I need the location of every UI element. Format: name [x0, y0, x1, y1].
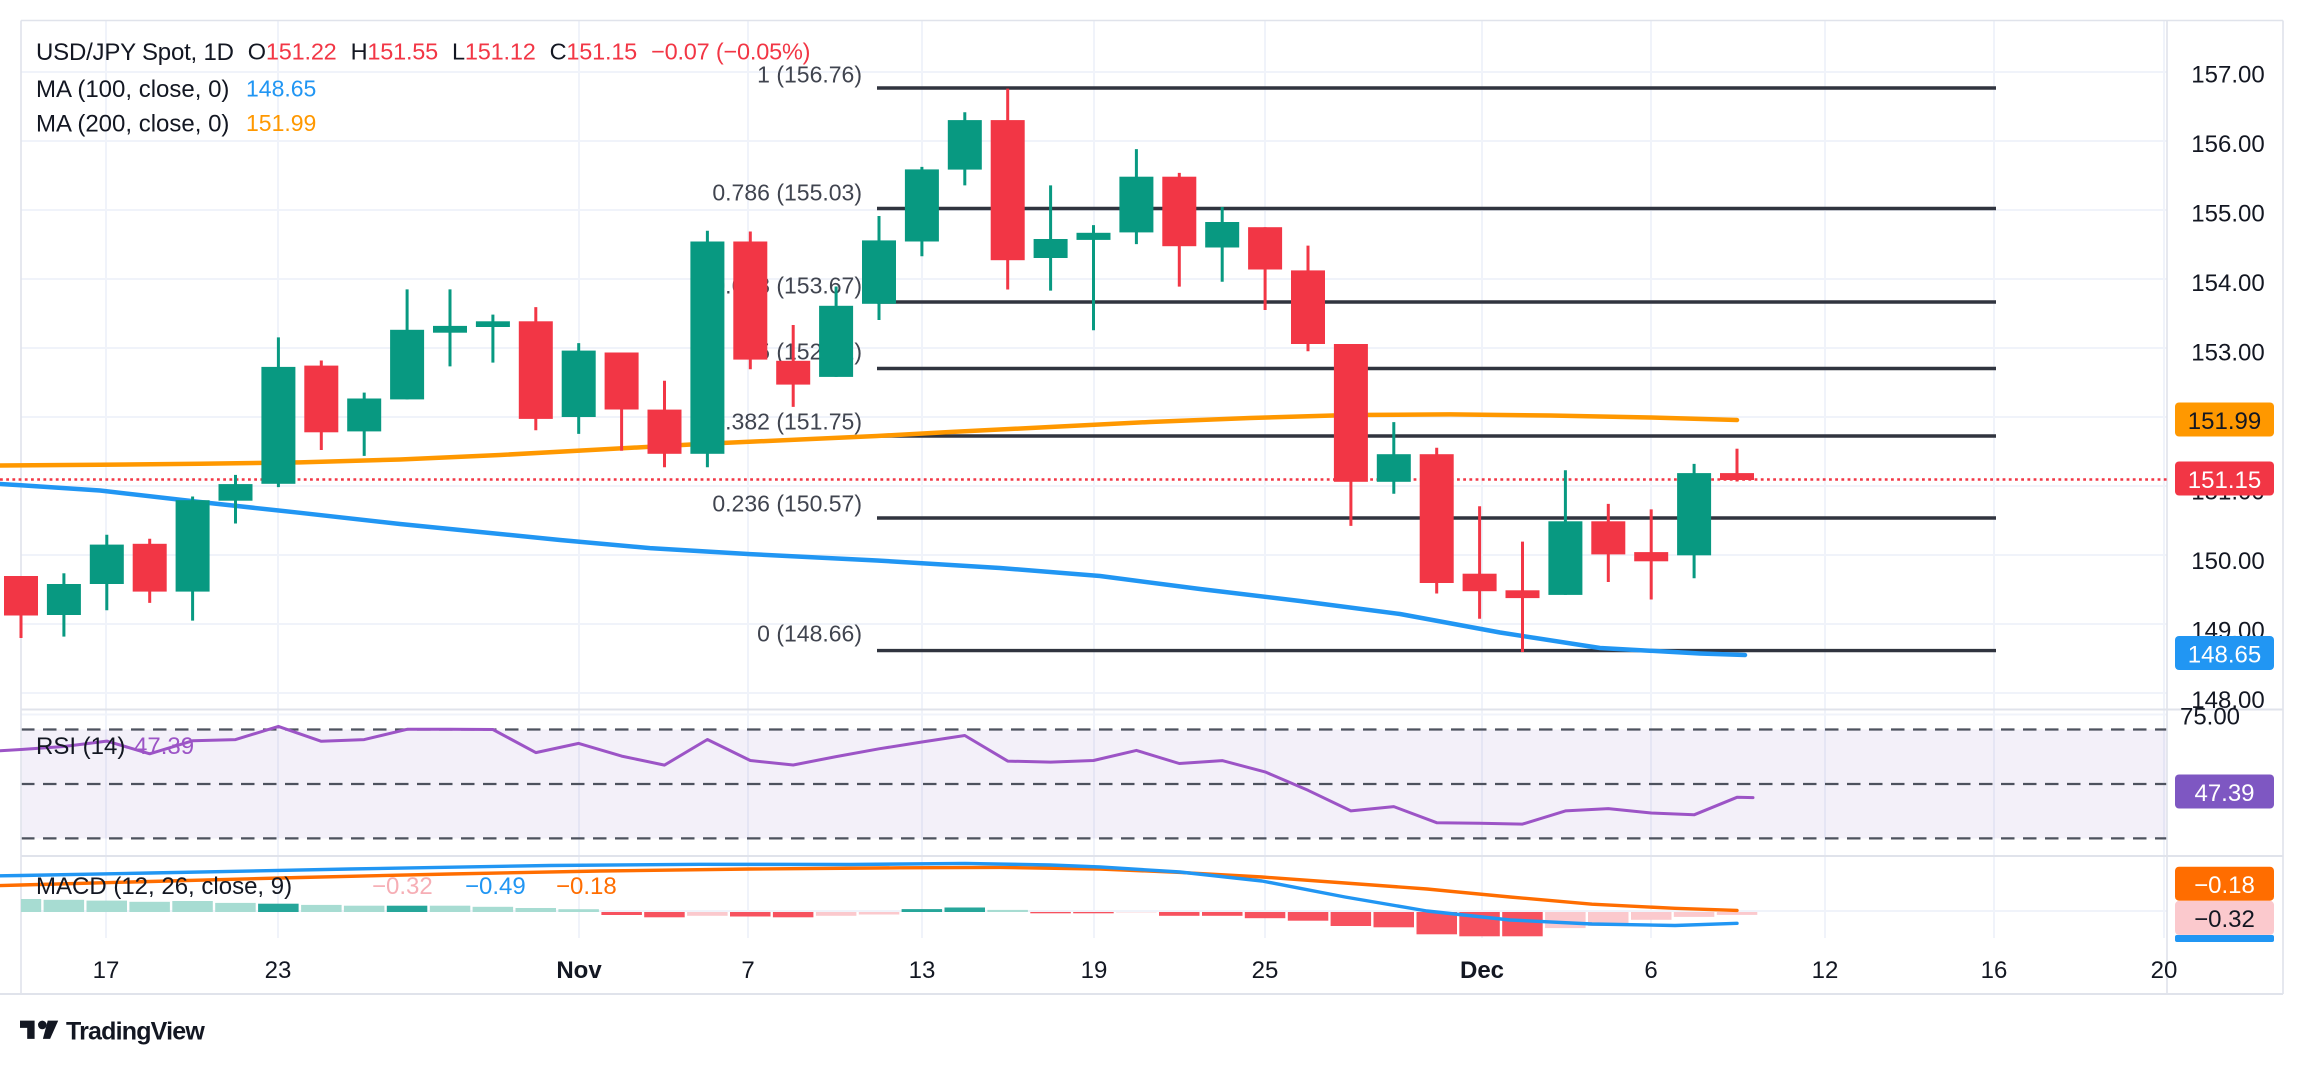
svg-text:75.00: 75.00: [2180, 703, 2240, 730]
svg-text:155.00: 155.00: [2191, 200, 2264, 227]
svg-text:151.99: 151.99: [246, 110, 316, 136]
svg-text:RSI (14): RSI (14): [36, 733, 125, 760]
svg-text:153.00: 153.00: [2191, 339, 2264, 366]
svg-text:16: 16: [1981, 957, 2008, 984]
svg-text:0.236 (150.57): 0.236 (150.57): [712, 491, 862, 517]
svg-text:12: 12: [1812, 957, 1839, 984]
svg-text:25: 25: [1252, 957, 1279, 984]
svg-text:TradingView: TradingView: [66, 1018, 205, 1046]
svg-text:47.39: 47.39: [2194, 780, 2254, 807]
svg-text:1 (156.76): 1 (156.76): [757, 62, 862, 88]
svg-text:150.00: 150.00: [2191, 548, 2264, 575]
svg-text:−0.18: −0.18: [556, 873, 617, 900]
svg-text:0.382 (151.75): 0.382 (151.75): [712, 409, 862, 435]
svg-text:13: 13: [909, 957, 936, 984]
svg-text:17: 17: [93, 957, 120, 984]
svg-text:−0.32: −0.32: [2194, 906, 2255, 933]
svg-text:151.15: 151.15: [2188, 467, 2261, 494]
svg-text:Dec: Dec: [1460, 957, 1504, 984]
svg-text:157.00: 157.00: [2191, 61, 2264, 88]
svg-text:20: 20: [2151, 957, 2178, 984]
svg-text:19: 19: [1081, 957, 1108, 984]
svg-text:MA (200, close, 0): MA (200, close, 0): [36, 110, 229, 137]
svg-text:−0.49: −0.49: [465, 873, 526, 900]
svg-text:156.00: 156.00: [2191, 131, 2264, 158]
svg-text:MACD (12, 26, close, 9): MACD (12, 26, close, 9): [36, 873, 292, 900]
svg-text:Nov: Nov: [556, 957, 602, 984]
svg-text:0 (148.66): 0 (148.66): [757, 621, 862, 647]
svg-text:0.786 (155.03): 0.786 (155.03): [712, 180, 862, 206]
svg-text:154.00: 154.00: [2191, 270, 2264, 297]
svg-text:148.65: 148.65: [2188, 641, 2261, 668]
svg-text:−0.32: −0.32: [372, 873, 433, 900]
svg-text:148.65: 148.65: [246, 76, 316, 102]
svg-text:47.39: 47.39: [134, 733, 194, 760]
svg-text:−0.18: −0.18: [2194, 872, 2255, 899]
svg-text:7: 7: [741, 957, 754, 984]
svg-text:23: 23: [265, 957, 292, 984]
svg-text:6: 6: [1644, 957, 1657, 984]
svg-text:148.00: 148.00: [2191, 687, 2264, 714]
svg-text:151.99: 151.99: [2188, 408, 2261, 435]
svg-text:MA (100, close, 0): MA (100, close, 0): [36, 76, 229, 103]
